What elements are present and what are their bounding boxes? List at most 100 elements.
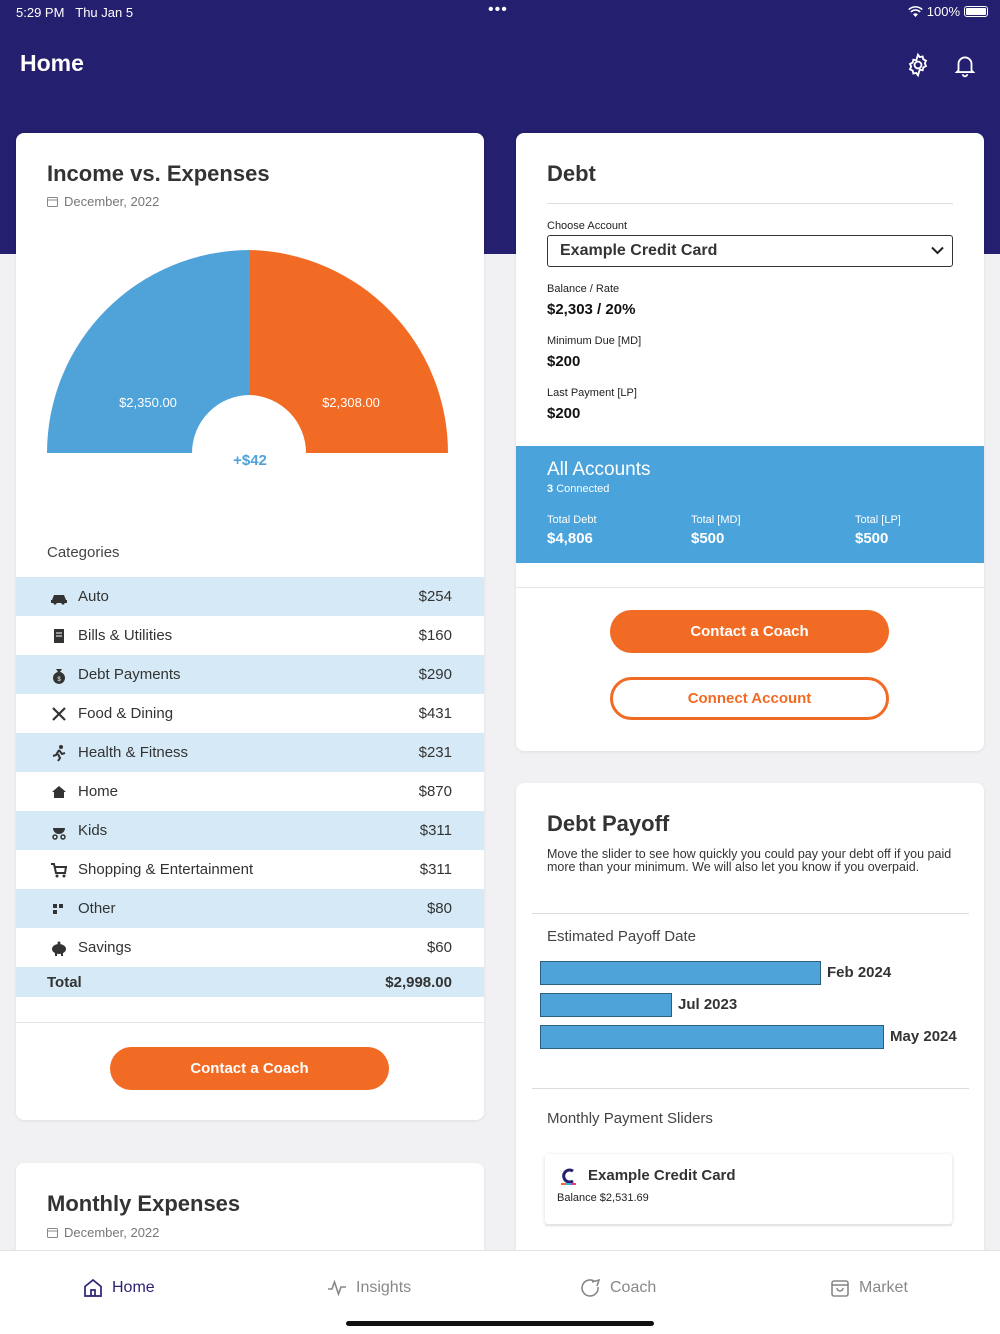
battery-icon [964,6,988,17]
contact-coach-button[interactable]: Contact a Coach [110,1047,389,1090]
divider [16,1022,484,1023]
category-row[interactable]: Home $870 [16,772,484,811]
bill-icon [54,629,64,643]
payoff-bar [540,961,821,985]
payoff-date-label: Jul 2023 [678,996,738,1013]
category-label: Debt Payments [78,666,181,683]
category-value: $60 [426,939,452,956]
tab-insights-label: Insights [356,1279,412,1296]
battery-percent: 100% [926,4,960,19]
money-bag-icon: $ [53,669,65,684]
category-row[interactable]: Auto $254 [16,577,484,616]
slider-account-card[interactable]: Example Credit Card Balance $2,531.69 [545,1154,952,1224]
divider [532,913,969,914]
tab-coach-label: Coach [610,1279,657,1296]
connect-account-button[interactable]: Connect Account [610,677,889,720]
divider [532,1088,969,1089]
category-value: $160 [418,627,452,644]
category-value: $870 [418,783,452,800]
category-row[interactable]: Shopping & Entertainment $311 [16,850,484,889]
income-expense-gauge: $2,350.00 $2,308.00 +$42 [47,250,457,483]
all-accounts-panel: All Accounts 3 Connected Total Debt $4,8… [516,446,984,563]
income-date: December, 2022 [47,194,159,209]
connected-label: Connected [556,483,610,495]
stroller-icon [52,828,66,840]
category-row[interactable]: Savings $60 [16,928,484,967]
gear-icon[interactable] [905,52,931,78]
tab-market[interactable]: Market [829,1277,908,1299]
running-icon [52,745,66,762]
car-icon [51,595,67,605]
page-title: Home [20,50,84,76]
category-label: Savings [78,939,132,956]
category-row[interactable]: $ Debt Payments $290 [16,655,484,694]
house-icon [52,786,66,798]
category-row[interactable]: Health & Fitness $231 [16,733,484,772]
payoff-date-label: Feb 2024 [827,964,892,981]
category-value: $311 [419,822,452,839]
category-row[interactable]: Other $80 [16,889,484,928]
expense-value: $2,308.00 [322,395,380,410]
minimum-due-label: Minimum Due [MD] [547,335,642,347]
grid-icon [53,904,63,914]
status-right: 100% [907,4,988,19]
payoff-card-title: Debt Payoff [547,811,670,836]
tab-insights[interactable]: Insights [326,1277,411,1299]
svg-text:$: $ [57,677,61,683]
total-value: $2,998.00 [385,973,452,991]
category-value: $231 [418,744,452,761]
last-payment-value: $200 [547,405,581,422]
tab-coach[interactable]: Coach [580,1277,656,1299]
income-expenses-card: Income vs. Expenses December, 2022 $2,35… [16,133,484,1120]
debt-payoff-card: Debt Payoff Move the slider to see how q… [516,783,984,1303]
category-label: Food & Dining [78,705,174,722]
category-label: Kids [78,822,108,839]
all-accounts-title: All Accounts [547,459,651,480]
income-card-title: Income vs. Expenses [47,161,270,186]
debt-contact-coach-button[interactable]: Contact a Coach [610,610,889,653]
credit-card-logo-icon [561,1168,576,1185]
category-row[interactable]: Food & Dining $431 [16,694,484,733]
category-label: Bills & Utilities [78,627,173,644]
gauge-mask [47,453,457,483]
monthly-date-text: December, 2022 [64,1225,160,1240]
tab-bar: Home Insights Coach Market [0,1250,1000,1334]
balance-rate-value: $2,303 / 20% [547,301,636,318]
total-label: Total [47,973,82,991]
category-label: Health & Fitness [78,744,189,761]
category-value: $311 [419,861,452,878]
payoff-description: Move the slider to see how quickly you c… [547,847,952,874]
piggy-bank-icon [52,941,66,956]
total-md-value: $500 [691,530,725,547]
income-value: $2,350.00 [119,395,177,410]
income-date-text: December, 2022 [64,194,160,209]
category-value: $290 [418,666,452,683]
categories-label: Categories [47,544,120,561]
slider-account-balance: Balance $2,531.69 [557,1192,649,1204]
category-row[interactable]: Kids $311 [16,811,484,850]
estimated-payoff-label: Estimated Payoff Date [547,928,696,945]
status-bar: 5:29 PM Thu Jan 5 ••• 100% [0,0,1000,24]
sliders-label: Monthly Payment Sliders [547,1110,713,1127]
payoff-date-label: May 2024 [890,1028,957,1045]
total-debt-label: Total Debt [547,514,597,526]
calendar-icon [47,1228,58,1238]
gauge-income-arc [47,250,250,453]
chevron-down-icon [931,246,944,255]
connected-count: 3 [547,483,554,495]
category-row[interactable]: Bills & Utilities $160 [16,616,484,655]
market-icon [831,1280,849,1297]
multitask-dots[interactable]: ••• [488,1,508,18]
home-icon [84,1278,102,1297]
payoff-bar [540,1025,884,1049]
account-select[interactable]: Example Credit Card [547,235,953,267]
bell-icon[interactable] [952,52,978,78]
connected-line: 3 Connected [547,483,609,495]
debt-card: Debt Choose Account Example Credit Card … [516,133,984,751]
monthly-card-title: Monthly Expenses [47,1191,241,1216]
tab-home[interactable]: Home [82,1277,155,1299]
status-time: 5:29 PM Thu Jan 5 [16,5,133,20]
balance-rate-label: Balance / Rate [547,283,620,295]
wifi-icon [907,5,923,17]
category-value: $431 [418,705,452,722]
